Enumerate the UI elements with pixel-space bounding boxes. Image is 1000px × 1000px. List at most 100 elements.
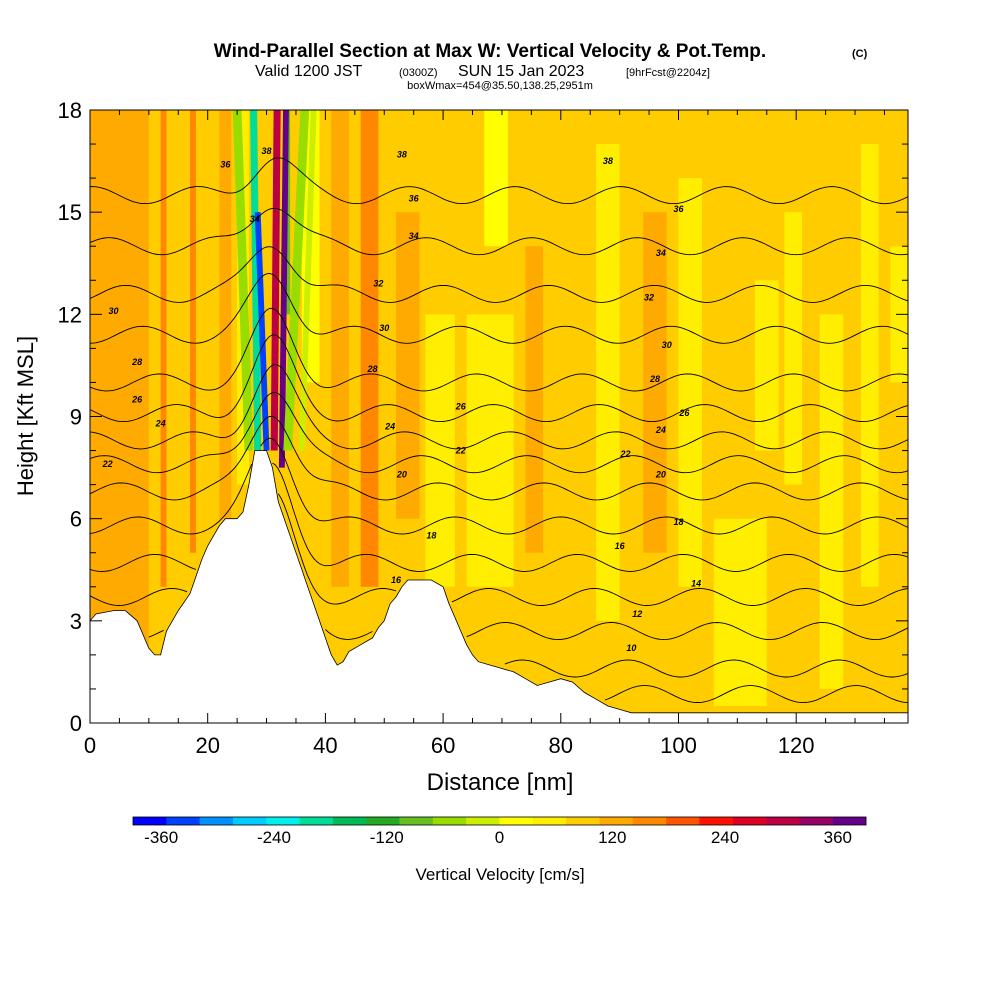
x-tick-label-100: 100 [660,733,697,758]
x-tick-label-80: 80 [549,733,573,758]
colorbar-swatch-15 [632,817,667,825]
colorbar-swatch-17 [699,817,734,825]
w-region-11 [425,314,455,587]
valid-utc: (0300Z) [399,67,438,79]
isentrope-10 [604,685,908,704]
colorbar-tick-label-3: 0 [495,828,504,847]
w-region-2 [160,110,167,587]
terrain-mask [90,450,908,723]
w-region-21 [819,314,844,689]
valid-prefix: Valid 1200 JST [255,63,363,80]
isentrope-label-22-0: 22 [102,459,113,469]
isentrope-label-12-0: 12 [632,609,642,619]
isentrope-18 [90,462,908,572]
y-tick-label-18: 18 [58,98,82,123]
w-region-4 [219,110,232,519]
y-tick-label-15: 15 [58,200,82,225]
colorbar-swatch-9 [432,817,467,825]
isentrope-label-38-0: 38 [262,146,272,156]
isentrope-12 [504,659,908,678]
isentrope-label-30-2: 30 [662,340,672,350]
colorbar-swatch-12 [532,817,567,825]
box-wmax-line: boxWmax=454@35.50,138.25,2951m [407,80,593,92]
isentrope-30 [90,307,908,392]
isentrope-label-36-2: 36 [673,204,684,214]
y-tick-label-0: 0 [70,711,82,736]
isentrope-label-18-0: 18 [426,531,436,541]
isentrope-label-24-2: 24 [655,425,666,435]
isentrope-label-38-2: 38 [603,156,613,166]
potential-temperature-contours [90,157,908,704]
isentrope-label-34-1: 34 [409,231,419,241]
isentrope-label-18-1: 18 [673,517,683,527]
colorbar-tick-label-5: 240 [711,828,739,847]
w-region-8 [331,110,349,587]
contour-labels: 10 12 14 16 16 18 18 20 20 22 22 22 24 24 24 26 26 26 28 28… [102,146,702,653]
isentrope-label-28-2: 28 [649,374,660,384]
y-tick-label-12: 12 [58,302,82,327]
copyright-mark: (C) [852,48,868,60]
isentrope-32 [90,273,908,344]
w-region-17 [678,178,703,587]
isentrope-label-14-0: 14 [691,578,701,588]
w-region-22 [860,144,879,587]
w-region-13 [466,314,514,587]
isentrope-label-26-0: 26 [131,394,143,404]
isentrope-14 [148,622,908,641]
colorbar-swatch-1 [166,817,200,825]
x-axis-ticks: 0 20 40 60 80 100 120 [84,110,885,758]
isentrope-label-22-2: 22 [620,449,631,459]
x-tick-label-120: 120 [778,733,815,758]
forecast-info: [9hrFcst@2204z] [626,67,710,79]
w-region-9 [360,110,379,587]
isentrope-label-24-1: 24 [384,422,395,432]
x-axis-label: Distance [nm] [427,769,574,796]
valid-date: SUN 15 Jan 2023 [458,63,584,80]
w-region-14 [525,246,544,553]
colorbar-swatch-16 [666,817,700,825]
x-tick-label-40: 40 [313,733,337,758]
isentrope-label-38-1: 38 [397,149,407,159]
colorbar-swatch-3 [232,817,267,825]
x-tick-label-0: 0 [84,733,96,758]
colorbar-swatch-10 [466,817,500,825]
isentrope-label-32-0: 32 [373,279,383,289]
colorbar-swatch-0 [133,817,167,825]
isentrope-34 [90,246,908,303]
colorbar-label: Vertical Velocity [cm/s] [415,865,584,884]
isentrope-label-36-0: 36 [220,159,231,169]
colorbar-tick-label-0: -360 [144,828,178,847]
isentrope-label-26-2: 26 [678,408,690,418]
w-band-5 [283,110,310,451]
isentrope-28 [90,334,908,423]
isentrope-label-34-2: 34 [656,248,666,258]
isentrope-label-16-0: 16 [391,575,402,585]
colorbar-swatch-20 [799,817,833,825]
isentrope-26 [90,364,908,450]
isentrope-24 [90,392,908,474]
w-band-0 [232,110,254,451]
colorbar-swatch-13 [566,817,600,825]
y-axis-label: Height [Kft MSL] [13,336,38,496]
w-region-10 [396,212,420,519]
colorbar-swatch-18 [732,817,767,825]
w-region-16 [643,212,667,553]
isentrope-label-28-0: 28 [131,357,142,367]
isentrope-label-32-1: 32 [644,292,654,302]
colorbar: -360 -240 -120 0 120 240 360 [132,816,867,847]
y-tick-label-6: 6 [70,507,82,532]
isentrope-38 [90,157,908,205]
isentrope-label-28-1: 28 [366,364,377,374]
colorbar-swatch-6 [332,817,367,825]
colorbar-swatch-5 [299,817,334,825]
w-region-12 [484,110,508,247]
colorbar-swatch-11 [499,817,534,825]
isentrope-label-22-1: 22 [455,446,466,456]
isentrope-36 [90,207,908,256]
isentrope-label-26-1: 26 [455,401,467,411]
w-region-18 [713,518,767,706]
w-region-19 [754,280,779,451]
